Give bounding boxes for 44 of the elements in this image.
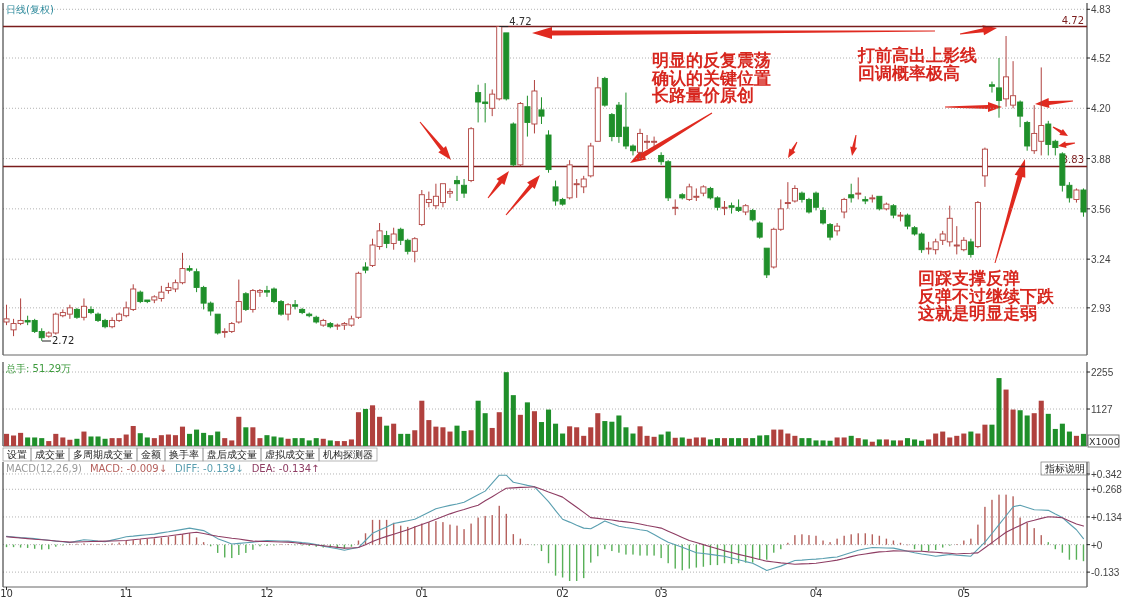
text: DIFF: -0.139↓: [175, 463, 244, 474]
chart-title: 日线(复权): [6, 4, 54, 15]
y-tick-label: 3.24: [1091, 254, 1111, 266]
text: 成交量: [35, 449, 65, 460]
y-tick-label: 2255: [1091, 367, 1114, 379]
x-tick-label: 11: [119, 588, 133, 599]
y-tick-label: 4.83: [1091, 4, 1111, 16]
text: 金额: [141, 449, 161, 460]
y-tick-label: -0.133: [1091, 567, 1120, 579]
x-tick-label: 02: [556, 588, 569, 599]
y-tick-label: 1127: [1091, 404, 1113, 416]
text: MACD: -0.009↓: [89, 463, 168, 474]
y-tick-label: +0.342: [1091, 468, 1123, 480]
annotation: 4.72: [509, 15, 532, 27]
chart-title: 总手: 51.29万: [5, 363, 72, 374]
text: 盘后成交量: [207, 449, 257, 460]
annotation: 打前高出上影线回调概率极高: [857, 45, 977, 83]
y-tick-label: +0: [1091, 539, 1103, 551]
text: DEA: -0.134↑: [251, 463, 320, 474]
text: 多周期成交量: [73, 449, 133, 460]
x-tick-label: 12: [260, 588, 274, 599]
y-tick-label: +0.134: [1091, 511, 1123, 523]
chart-title: MACD(12,26,9): [6, 463, 83, 474]
y-tick-label: 3.56: [1091, 203, 1111, 215]
annotation: 指标说明: [1044, 463, 1085, 474]
text: 设置: [7, 449, 27, 460]
text: 换手率: [169, 449, 199, 460]
y-tick-label: 3.88: [1091, 153, 1111, 165]
x-tick-label: 01: [415, 588, 429, 599]
annotation: 回踩支撑反弹反弹不过继续下跌这就是明显走弱: [917, 268, 1055, 323]
x-tick-label: 04: [809, 588, 823, 599]
y-tick-label: +0.268: [1091, 484, 1123, 496]
annotation: 明显的反复震荡确认的关键位置长路量价原创: [651, 50, 771, 105]
x-tick-label: 03: [654, 588, 668, 599]
ref-line-label: 4.72: [1061, 14, 1084, 26]
y-tick-label: 4.20: [1091, 103, 1111, 115]
x-tick-label: 05: [957, 588, 971, 599]
y-tick-label: 4.52: [1091, 53, 1111, 64]
annotation: 2.72: [52, 335, 75, 346]
x-tick-label: 10: [0, 588, 13, 599]
y-tick-label: 2.93: [1091, 302, 1111, 314]
text: X1000: [1089, 435, 1120, 447]
text: 机构探测器: [323, 449, 373, 460]
text: 虚拟成交量: [265, 449, 315, 460]
